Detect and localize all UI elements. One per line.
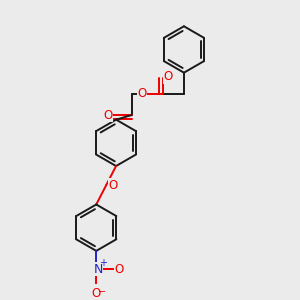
Text: −: − (98, 287, 106, 297)
Text: +: + (99, 258, 107, 268)
Text: N: N (93, 263, 103, 276)
Text: O: O (163, 70, 172, 83)
Text: O: O (114, 263, 124, 276)
Text: O: O (109, 179, 118, 192)
Text: O: O (92, 287, 101, 300)
Text: O: O (103, 109, 113, 122)
Text: O: O (137, 87, 147, 101)
